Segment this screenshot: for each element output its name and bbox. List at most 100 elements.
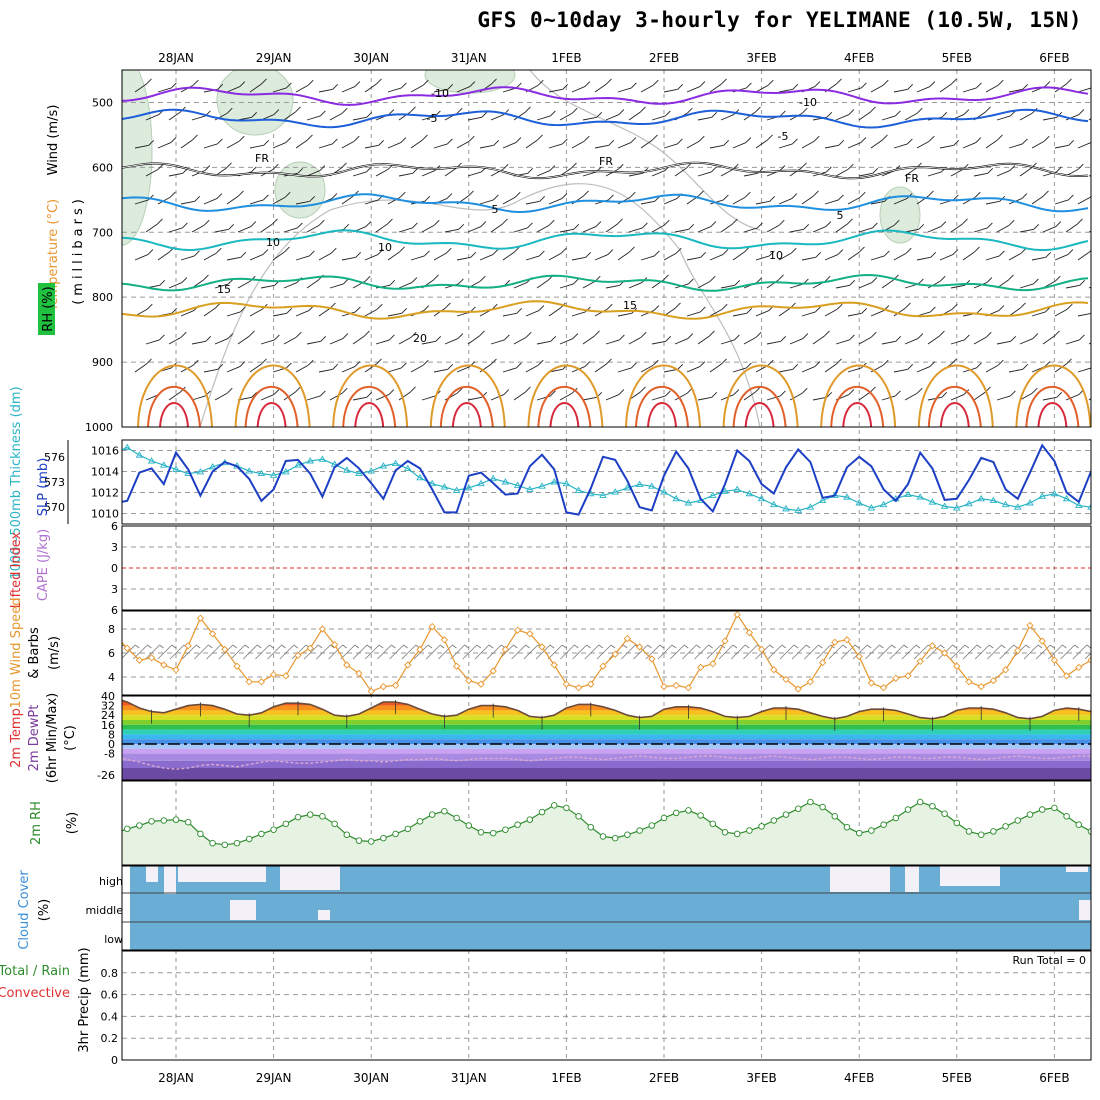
wind-barb-flag [986, 277, 993, 283]
wind-barb-flag [584, 361, 591, 367]
wind-barb [847, 87, 862, 93]
rh2m-point [550, 802, 558, 809]
wind-barb-flag [953, 140, 960, 146]
wind10-barb-flag [171, 644, 177, 649]
rh-shading [274, 161, 326, 219]
contour-label: -5 [778, 130, 789, 143]
wind-barb-flag [928, 190, 934, 197]
temp-band [122, 724, 1091, 730]
isotherm [122, 300, 1089, 320]
wind10-barb [743, 644, 758, 660]
wind-barb-flag [769, 250, 775, 257]
wind10-barb [889, 644, 905, 660]
wind-barb [283, 111, 296, 121]
wind-barb [881, 279, 894, 289]
wind-barb-flag [389, 280, 396, 286]
wind-barb-flag [665, 390, 671, 397]
thickness-point [867, 504, 876, 511]
wind-barb-flag [941, 112, 948, 118]
wind-barb [996, 395, 1011, 401]
wind-barb [778, 88, 793, 93]
rh2m-point [380, 834, 387, 842]
contour-label: -10 [431, 87, 449, 100]
wind10-point [135, 656, 144, 664]
slp-line [122, 443, 1091, 516]
date-label-top: 4FEB [844, 51, 874, 65]
cloud-clear-gap [178, 866, 266, 882]
wind-barb [766, 340, 781, 345]
wind-barb [433, 252, 447, 261]
wind-barb [318, 307, 331, 317]
wind-barb [410, 364, 424, 373]
wind10-barb-flag [744, 644, 750, 649]
wind-barb [605, 223, 618, 233]
wind10-barb-flag [342, 644, 347, 649]
isotherm-loop [439, 386, 494, 427]
wind-barb [755, 310, 770, 317]
wind-barb [605, 114, 620, 121]
rh2m-point [685, 807, 692, 814]
wind-barb [283, 227, 298, 233]
rh2m-point [929, 802, 936, 810]
rh2m-point [758, 823, 765, 830]
wind-barb-flag [847, 218, 853, 225]
wind10-point [465, 676, 473, 685]
wind-barb-flag [550, 110, 556, 117]
wind-barb-flag [872, 222, 878, 229]
wind-barb [755, 139, 768, 149]
wind-barb [513, 111, 526, 121]
wind10-point [599, 662, 607, 670]
wind-barb-flag [1079, 280, 1086, 286]
upper-rh-label: RH (%) [41, 286, 56, 331]
wind10-point [172, 666, 180, 674]
wind-barb [398, 172, 413, 177]
wind-barb-flag [447, 84, 454, 90]
rh2m-point [599, 833, 607, 840]
wind-barb-flag [447, 364, 454, 370]
wind10-barb-flag [793, 644, 799, 649]
wind-barb-flag [617, 218, 623, 225]
thickness-point [489, 474, 497, 482]
wind10-point [684, 684, 693, 692]
precip-tick-label: 0.6 [101, 989, 119, 1002]
wind-barb [778, 252, 792, 261]
precip-total-label: Total / Rain [0, 964, 70, 979]
wind-barb [134, 363, 147, 373]
wind10-barb [303, 644, 319, 660]
wind-barb [329, 283, 344, 289]
wind-barb-flag [320, 110, 326, 117]
wind-barb-flag [216, 193, 223, 199]
wind-barb [709, 83, 722, 93]
thickness-tick-label: 570 [44, 501, 65, 514]
thickness-point [404, 464, 412, 472]
wind-barb [950, 168, 964, 177]
panel-frame-cloud [121, 865, 1092, 951]
thickness-point [1050, 489, 1059, 497]
wind-barb [962, 87, 977, 93]
date-label-bottom: 30JAN [353, 1071, 389, 1085]
wind-barb-flag [675, 302, 681, 309]
wind10-barb-flag [391, 644, 396, 649]
wind-barb [1065, 394, 1080, 401]
wind-barb-flag [824, 330, 830, 337]
wind-barb-flag [341, 107, 348, 114]
wind10-barb [230, 644, 246, 660]
thickness-point [879, 500, 888, 508]
wind-barb-flag [710, 221, 717, 227]
wind-barb [203, 198, 218, 205]
wind-barb [686, 140, 700, 149]
panel-frame-precip [121, 950, 1092, 1061]
wind-barb-flag [723, 194, 729, 201]
wind10-point [879, 684, 888, 692]
temp-band [122, 720, 1091, 725]
wind-barb [686, 256, 701, 261]
wind-barb-flag [917, 333, 924, 339]
wind-barb-flag [813, 190, 819, 197]
wind10-barb-flag [256, 644, 262, 649]
wind-barb [858, 336, 872, 345]
wind10-point [245, 678, 253, 686]
wind10-barb [730, 644, 746, 660]
wind-barb [456, 256, 471, 261]
wind10-unit-label: (m/s) [47, 636, 62, 670]
wind-barb [421, 340, 436, 345]
